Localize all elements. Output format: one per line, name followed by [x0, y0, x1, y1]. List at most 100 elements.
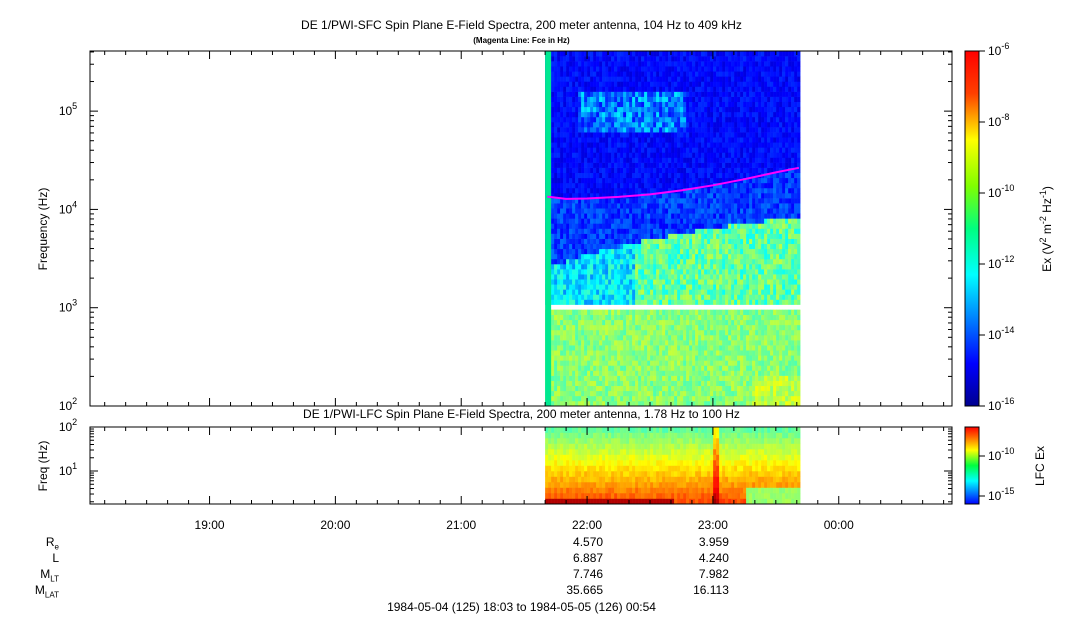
sfc-spectrogram-cell: [596, 51, 600, 57]
sfc-spectrogram-cell: [659, 314, 663, 321]
sfc-spectrogram-cell: [593, 71, 597, 77]
sfc-spectrogram-cell: [560, 243, 564, 250]
sfc-spectrogram-cell: [656, 76, 660, 82]
sfc-spectrogram-cell: [578, 218, 582, 224]
sfc-spectrogram-cell: [626, 111, 630, 118]
sfc-spectrogram-cell: [617, 324, 621, 331]
sfc-spectrogram-cell: [716, 208, 720, 214]
sfc-spectrogram-cell: [725, 329, 729, 336]
sfc-spectrogram-cell: [650, 137, 654, 143]
sfc-spectrogram-cell: [626, 253, 630, 260]
sfc-spectrogram-cell: [653, 375, 657, 381]
sfc-spectrogram-cell: [725, 375, 729, 381]
sfc-spectrogram-cell: [674, 400, 678, 406]
sfc-spectrogram-cell: [704, 127, 708, 133]
sfc-spectrogram-cell: [611, 162, 615, 168]
sfc-spectrogram-cell: [560, 132, 564, 138]
sfc-spectrogram-cell: [623, 299, 627, 305]
sfc-spectrogram-cell: [677, 66, 681, 72]
sfc-spectrogram-cell: [647, 66, 651, 72]
sfc-spectrogram-cell: [587, 137, 591, 143]
sfc-spectrogram-cell: [560, 385, 564, 392]
sfc-spectrogram-cell: [608, 172, 612, 179]
sfc-spectrogram-cell: [719, 71, 723, 77]
sfc-spectrogram-cell: [623, 253, 627, 260]
sfc-spectrogram-cell: [710, 314, 714, 321]
sfc-spectrogram-cell: [707, 248, 711, 255]
sfc-spectrogram-cell: [725, 365, 729, 371]
sfc-spectrogram-cell: [722, 101, 726, 108]
sfc-spectrogram-cell: [731, 162, 735, 168]
sfc-spectrogram-cell: [611, 96, 615, 103]
sfc-spectrogram-cell: [683, 122, 687, 128]
sfc-spectrogram-cell: [638, 335, 642, 341]
sfc-spectrogram-cell: [581, 395, 585, 402]
sfc-spectrogram-cell: [611, 177, 615, 184]
sfc-spectrogram-cell: [668, 177, 672, 184]
sfc-spectrogram-cell: [758, 147, 762, 153]
sfc-spectrogram-cell: [575, 172, 579, 179]
sfc-spectrogram-cell: [713, 86, 717, 92]
sfc-spectrogram-cell: [671, 167, 675, 174]
sfc-spectrogram-cell: [644, 66, 648, 72]
sfc-spectrogram-cell: [716, 233, 720, 239]
sfc-spectrogram-cell: [599, 172, 603, 179]
sfc-spectrogram-cell: [623, 56, 627, 62]
sfc-spectrogram-cell: [647, 309, 651, 316]
sfc-spectrogram-cell: [569, 253, 573, 260]
sfc-spectrogram-cell: [731, 198, 735, 204]
sfc-spectrogram-cell: [755, 299, 759, 305]
sfc-spectrogram-cell: [728, 51, 732, 57]
sfc-spectrogram-cell: [584, 167, 588, 174]
sfc-spectrogram-cell: [680, 264, 684, 270]
sfc-spectrogram-cell: [578, 289, 582, 295]
sfc-spectrogram-cell: [662, 335, 666, 341]
sfc-spectrogram-cell: [683, 350, 687, 356]
sfc-spectrogram-cell: [581, 253, 585, 260]
sfc-spectrogram-cell: [638, 299, 642, 305]
sfc-spectrogram-cell: [707, 86, 711, 92]
sfc-spectrogram-cell: [659, 203, 663, 209]
sfc-spectrogram-cell: [731, 91, 735, 97]
sfc-spectrogram-cell: [719, 360, 723, 366]
sfc-spectrogram-cell: [674, 385, 678, 392]
sfc-spectrogram-cell: [722, 228, 726, 234]
sfc-spectrogram-cell: [614, 319, 618, 326]
sfc-spectrogram-cell: [629, 309, 633, 316]
sfc-spectrogram-cell: [593, 228, 597, 234]
sfc-spectrogram-cell: [650, 233, 654, 239]
sfc-spectrogram-cell: [731, 106, 735, 113]
sfc-spectrogram-cell: [671, 390, 675, 397]
sfc-spectrogram-cell: [560, 101, 564, 108]
sfc-spectrogram-cell: [590, 132, 594, 138]
sfc-spectrogram-cell: [560, 157, 564, 163]
sfc-spectrogram-cell: [746, 137, 750, 143]
sfc-spectrogram-cell: [572, 253, 576, 260]
sfc-spectrogram-cell: [758, 350, 762, 356]
sfc-spectrogram-cell: [689, 253, 693, 260]
sfc-spectrogram-cell: [560, 61, 564, 67]
sfc-spectrogram-cell: [641, 172, 645, 179]
sfc-spectrogram-cell: [581, 299, 585, 305]
sfc-spectrogram-cell: [671, 111, 675, 118]
sfc-spectrogram-cell: [617, 172, 621, 179]
sfc-spectrogram-cell: [644, 81, 648, 87]
sfc-spectrogram-cell: [677, 182, 681, 189]
sfc-spectrogram-cell: [668, 385, 672, 392]
sfc-spectrogram-cell: [638, 203, 642, 209]
sfc-spectrogram-cell: [566, 213, 570, 219]
sfc-spectrogram-cell: [614, 127, 618, 133]
sfc-spectrogram-cell: [716, 223, 720, 229]
sfc-spectrogram-cell: [608, 233, 612, 239]
sfc-spectrogram-cell: [689, 116, 693, 123]
sfc-spectrogram-cell: [629, 56, 633, 62]
sfc-spectrogram-cell: [656, 101, 660, 108]
sfc-spectrogram-cell: [722, 203, 726, 209]
sfc-spectrogram-cell: [734, 56, 738, 62]
sfc-spectrogram-cell: [590, 228, 594, 234]
sfc-spectrogram-cell: [614, 101, 618, 108]
sfc-spectrogram-cell: [683, 314, 687, 321]
sfc-spectrogram-cell: [596, 213, 600, 219]
sfc-spectrogram-cell: [695, 279, 699, 285]
sfc-spectrogram-cell: [551, 137, 555, 143]
